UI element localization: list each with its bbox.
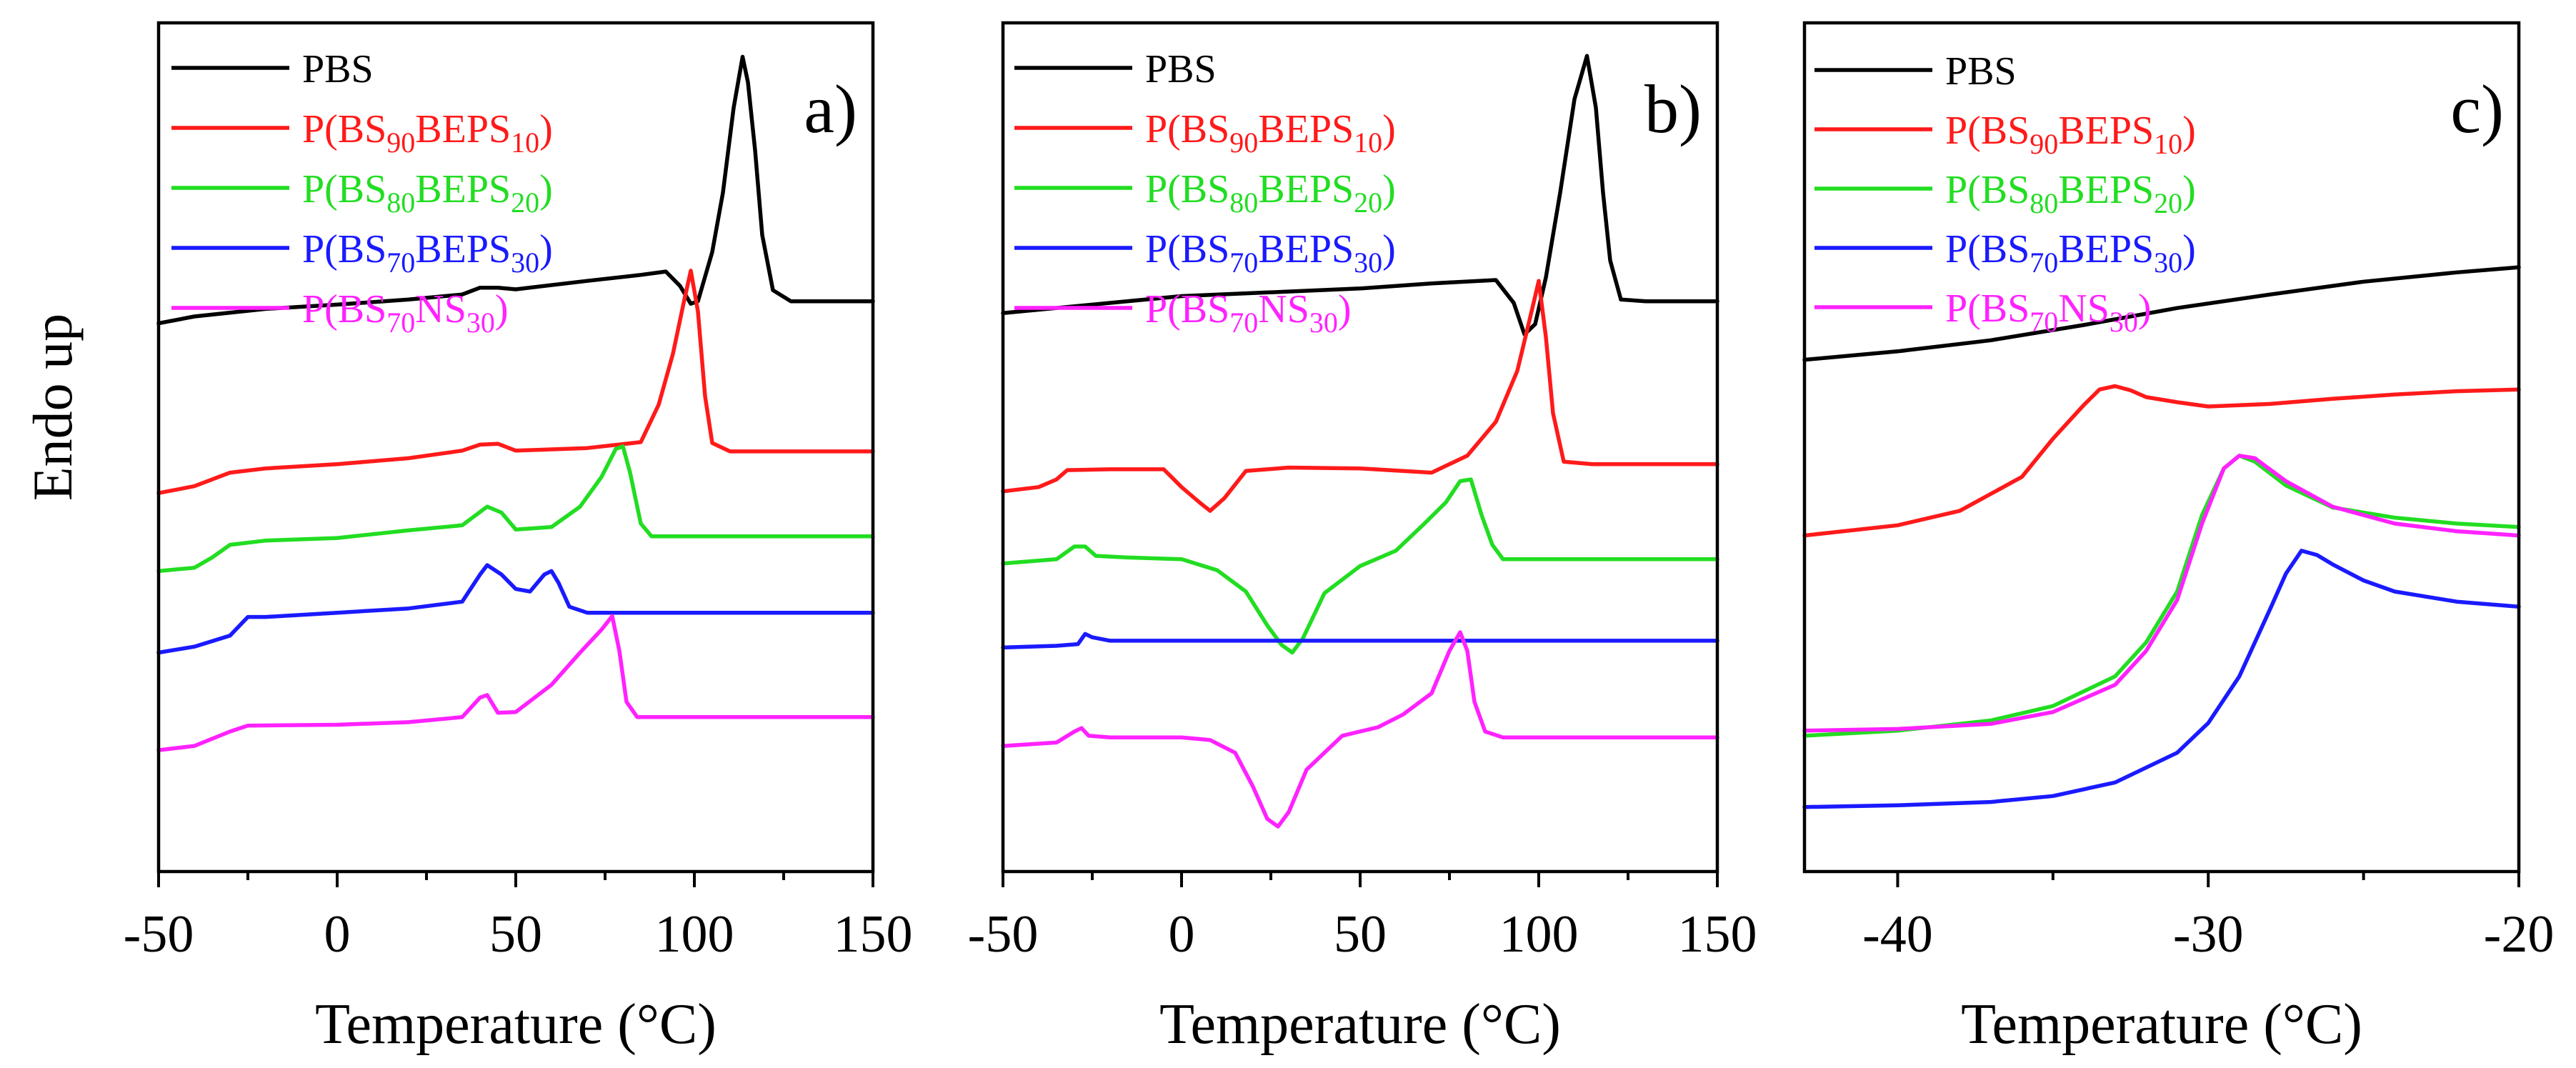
x-axis-label: Temperature (°C)	[1159, 993, 1561, 1056]
legend-label: P(BS90BEPS10)	[302, 107, 553, 159]
x-tick-label: -50	[968, 905, 1039, 964]
legend-label: P(BS70NS30)	[1145, 287, 1352, 339]
legend-label: P(BS70BEPS30)	[1145, 227, 1396, 279]
panel-tag: b)	[1644, 71, 1702, 147]
x-axis-label: Temperature (°C)	[315, 993, 717, 1056]
series-line-5	[156, 614, 875, 752]
series-line-4	[1001, 632, 1719, 650]
x-tick-label: 100	[1499, 905, 1579, 964]
series-line-5	[1802, 454, 2521, 733]
x-tick-label: -50	[124, 905, 194, 964]
x-tick-label: 0	[324, 905, 351, 964]
legend: PBS P(BS90BEPS10) P(BS80BEPS20) P(BS70BEPS3…	[1014, 47, 1396, 339]
plot-frame	[1802, 21, 2521, 874]
series-line-3	[156, 444, 875, 574]
x-tick-label: 50	[1334, 905, 1387, 964]
legend-label: P(BS90BEPS10)	[1145, 107, 1396, 159]
legend: PBS P(BS90BEPS10) P(BS80BEPS20) P(BS70BEPS3…	[1814, 49, 2196, 338]
series-line-2	[1001, 279, 1719, 513]
panel-2: -50 0 50 100 150 Temperature (°C) b) PBS P(BS90B…	[968, 21, 1757, 1056]
panels: -50 0 50 100 150 Temperature (°C) a) PBS P(BS90B…	[124, 21, 2555, 1056]
series-line-1	[1001, 54, 1719, 336]
series-line-3	[1001, 477, 1719, 655]
legend-label: P(BS80BEPS20)	[1145, 167, 1396, 219]
legend-label: P(BS70NS30)	[302, 287, 509, 339]
legend-label: P(BS70BEPS30)	[302, 227, 553, 279]
x-tick-label: 150	[1678, 905, 1757, 964]
x-tick-label: -30	[2173, 905, 2244, 964]
legend-label: P(BS70NS30)	[1945, 286, 2152, 338]
legend-label: P(BS80BEPS20)	[302, 167, 553, 219]
panel-1: -50 0 50 100 150 Temperature (°C) a) PBS P(BS90B…	[124, 21, 913, 1056]
panel-3: -40 -30 -20 Temperature (°C) c) PBS P(BS90BEPS…	[1802, 21, 2555, 1056]
legend-label: PBS	[1145, 47, 1217, 91]
x-tick-label: -20	[2484, 905, 2555, 964]
x-tick-label: -40	[1862, 905, 1933, 964]
series-line-2	[156, 269, 875, 495]
legend-label: PBS	[1945, 49, 2017, 94]
series-line-1	[1802, 265, 2521, 362]
legend-label: PBS	[302, 47, 374, 91]
x-tick-label: 50	[489, 905, 542, 964]
series-line-4	[156, 563, 875, 655]
legend-label: P(BS90BEPS10)	[1945, 109, 2196, 160]
x-axis-label: Temperature (°C)	[1961, 993, 2362, 1056]
y-axis-label: Endo up	[21, 314, 84, 501]
panel-tag: c)	[2450, 71, 2504, 147]
series-line-2	[1802, 384, 2521, 538]
legend: PBS P(BS90BEPS10) P(BS80BEPS20) P(BS70BEPS3…	[171, 47, 553, 339]
panel-tag: a)	[804, 71, 857, 147]
series-line-5	[1001, 630, 1719, 829]
legend-label: P(BS80BEPS20)	[1945, 168, 2196, 219]
series-line-1	[156, 54, 875, 326]
x-tick-label: 0	[1169, 905, 1195, 964]
x-tick-label: 150	[834, 905, 913, 964]
legend-label: P(BS70BEPS30)	[1945, 227, 2196, 279]
x-tick-label: 100	[655, 905, 734, 964]
series-line-4	[1802, 549, 2521, 809]
